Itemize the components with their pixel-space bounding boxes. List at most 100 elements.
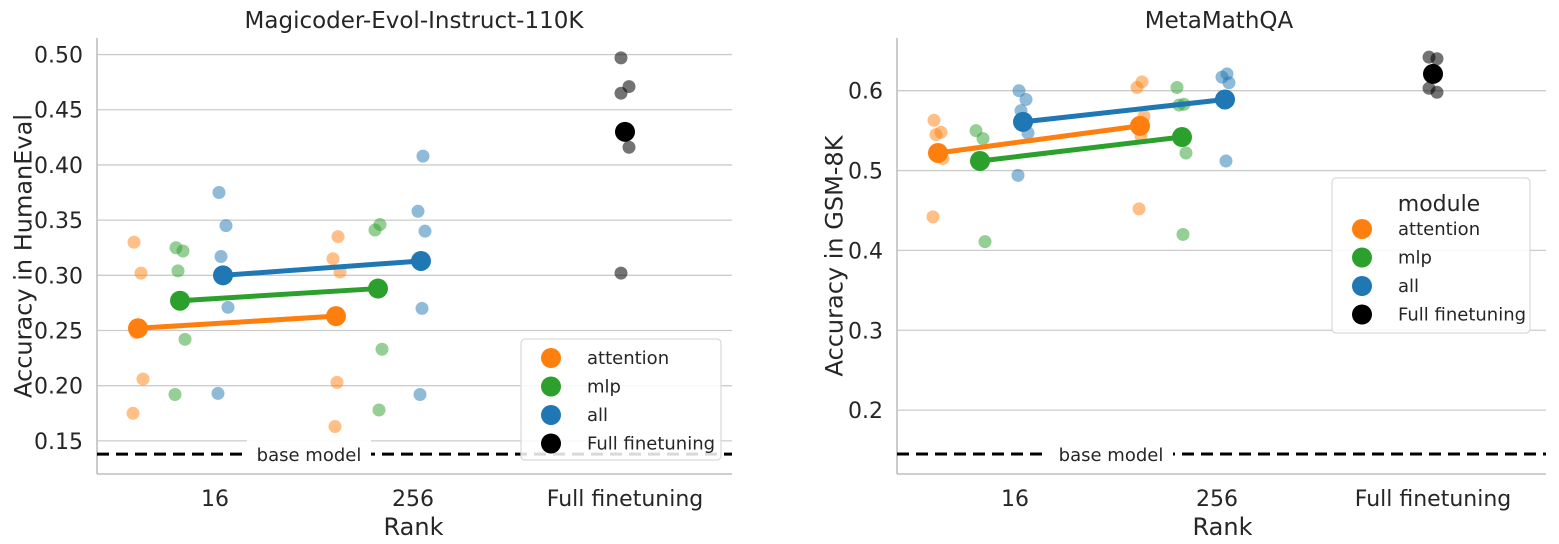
x-tick-label: 256 bbox=[392, 487, 434, 512]
data-point bbox=[1132, 202, 1146, 216]
data-point bbox=[1012, 84, 1026, 98]
mean-marker bbox=[128, 318, 148, 339]
mean-marker bbox=[1013, 111, 1033, 132]
data-point bbox=[978, 235, 992, 249]
data-point bbox=[411, 204, 425, 218]
y-axis-label: Accuracy in HumanEval bbox=[9, 114, 37, 398]
legend-marker bbox=[541, 405, 561, 425]
data-point bbox=[1130, 81, 1144, 95]
legend-marker bbox=[541, 433, 561, 454]
y-tick-label: 0.4 bbox=[848, 239, 883, 264]
data-point bbox=[927, 113, 941, 127]
legend-label: all bbox=[1398, 276, 1419, 297]
y-tick-label: 0.5 bbox=[848, 160, 883, 185]
x-axis-label: Rank bbox=[384, 513, 444, 541]
mean-marker bbox=[213, 265, 233, 286]
data-point bbox=[1430, 85, 1444, 99]
chart-title: MetaMathQA bbox=[1145, 8, 1294, 34]
y-tick-label: 0.50 bbox=[34, 44, 83, 69]
x-tick-label: 256 bbox=[1196, 487, 1238, 512]
data-point bbox=[127, 235, 141, 249]
data-point bbox=[176, 244, 190, 258]
data-point bbox=[331, 230, 345, 244]
y-tick-label: 0.6 bbox=[848, 80, 883, 105]
data-point bbox=[326, 252, 340, 266]
mean-marker bbox=[970, 150, 990, 171]
mean-line bbox=[179, 286, 379, 304]
chart-title: Magicoder-Evol-Instruct-110K bbox=[245, 8, 585, 34]
data-point bbox=[929, 128, 943, 142]
data-point bbox=[416, 149, 430, 163]
x-tick-label: Full finetuning bbox=[1355, 487, 1511, 512]
y-tick-label: 0.45 bbox=[34, 99, 83, 124]
gsm8k-chart: 0.2 0.3 0.4 0.5 0.6 16 256 Full finetuning Rank A… bbox=[820, 8, 1546, 541]
legend-marker bbox=[1352, 276, 1372, 296]
x-axis-label: Rank bbox=[1193, 513, 1253, 541]
legend-marker bbox=[541, 348, 561, 368]
data-point bbox=[221, 300, 235, 314]
mean-marker bbox=[1215, 89, 1235, 110]
mean-line bbox=[137, 313, 337, 331]
data-point bbox=[614, 266, 628, 280]
y-tick-label: 0.3 bbox=[848, 319, 883, 344]
data-point bbox=[375, 342, 389, 356]
mean-marker bbox=[615, 121, 635, 142]
legend-label: Full finetuning bbox=[587, 434, 715, 455]
mean-line bbox=[937, 123, 1141, 156]
data-point bbox=[368, 223, 382, 237]
y-axis-label: Accuracy in GSM-8K bbox=[820, 134, 848, 376]
data-point bbox=[1011, 168, 1025, 182]
data-point bbox=[212, 186, 226, 200]
data-point bbox=[328, 420, 342, 434]
data-point bbox=[134, 266, 148, 280]
data-point bbox=[372, 403, 386, 417]
mean-marker bbox=[326, 306, 346, 327]
y-tick-label: 0.40 bbox=[34, 154, 83, 179]
legend-marker bbox=[1352, 219, 1372, 239]
legend-title: module bbox=[1398, 192, 1480, 217]
legend-marker bbox=[1352, 247, 1372, 268]
data-point bbox=[622, 140, 636, 154]
mean-marker bbox=[1423, 63, 1443, 84]
x-tick-label: 16 bbox=[201, 487, 229, 512]
baseline-label-bg bbox=[247, 440, 371, 468]
data-point bbox=[211, 386, 225, 400]
data-point bbox=[214, 250, 228, 264]
humaneval-chart: 0.15 0.20 0.25 0.30 0.35 0.40 0.45 0.50 16 256 Ful… bbox=[9, 8, 732, 541]
data-point bbox=[614, 86, 628, 100]
x-tick-label: 16 bbox=[1001, 487, 1029, 512]
data-point bbox=[1170, 81, 1184, 95]
data-point bbox=[1179, 146, 1193, 160]
mean-line bbox=[222, 258, 422, 278]
data-point bbox=[418, 224, 432, 238]
data-point bbox=[1219, 154, 1233, 168]
legend-label: attention bbox=[1398, 219, 1480, 240]
legend-label: mlp bbox=[1398, 248, 1432, 269]
data-point bbox=[614, 51, 628, 65]
y-tick-label: 0.35 bbox=[34, 209, 83, 234]
y-tick-label: 0.20 bbox=[34, 375, 83, 400]
y-tick-label: 0.25 bbox=[34, 320, 83, 345]
mean-marker bbox=[1172, 127, 1192, 148]
legend-marker bbox=[541, 376, 561, 397]
mean-marker bbox=[411, 250, 431, 271]
baseline-label-bg bbox=[1049, 440, 1173, 468]
x-tick-label: Full finetuning bbox=[547, 487, 703, 512]
mean-marker bbox=[928, 142, 948, 163]
data-point bbox=[330, 375, 344, 389]
mean-marker bbox=[1130, 115, 1150, 136]
data-point bbox=[926, 210, 940, 224]
data-point bbox=[1222, 76, 1236, 90]
data-point bbox=[415, 301, 429, 315]
data-point bbox=[1176, 227, 1190, 241]
data-point bbox=[413, 388, 427, 402]
legend-label: all bbox=[587, 405, 608, 426]
baseline-label: base model bbox=[257, 445, 362, 466]
y-tick-label: 0.30 bbox=[34, 264, 83, 289]
data-point bbox=[178, 332, 192, 346]
legend-box bbox=[1331, 177, 1531, 334]
legend-label: attention bbox=[587, 348, 669, 369]
mean-line bbox=[1022, 97, 1226, 125]
legend-label: mlp bbox=[587, 377, 621, 398]
